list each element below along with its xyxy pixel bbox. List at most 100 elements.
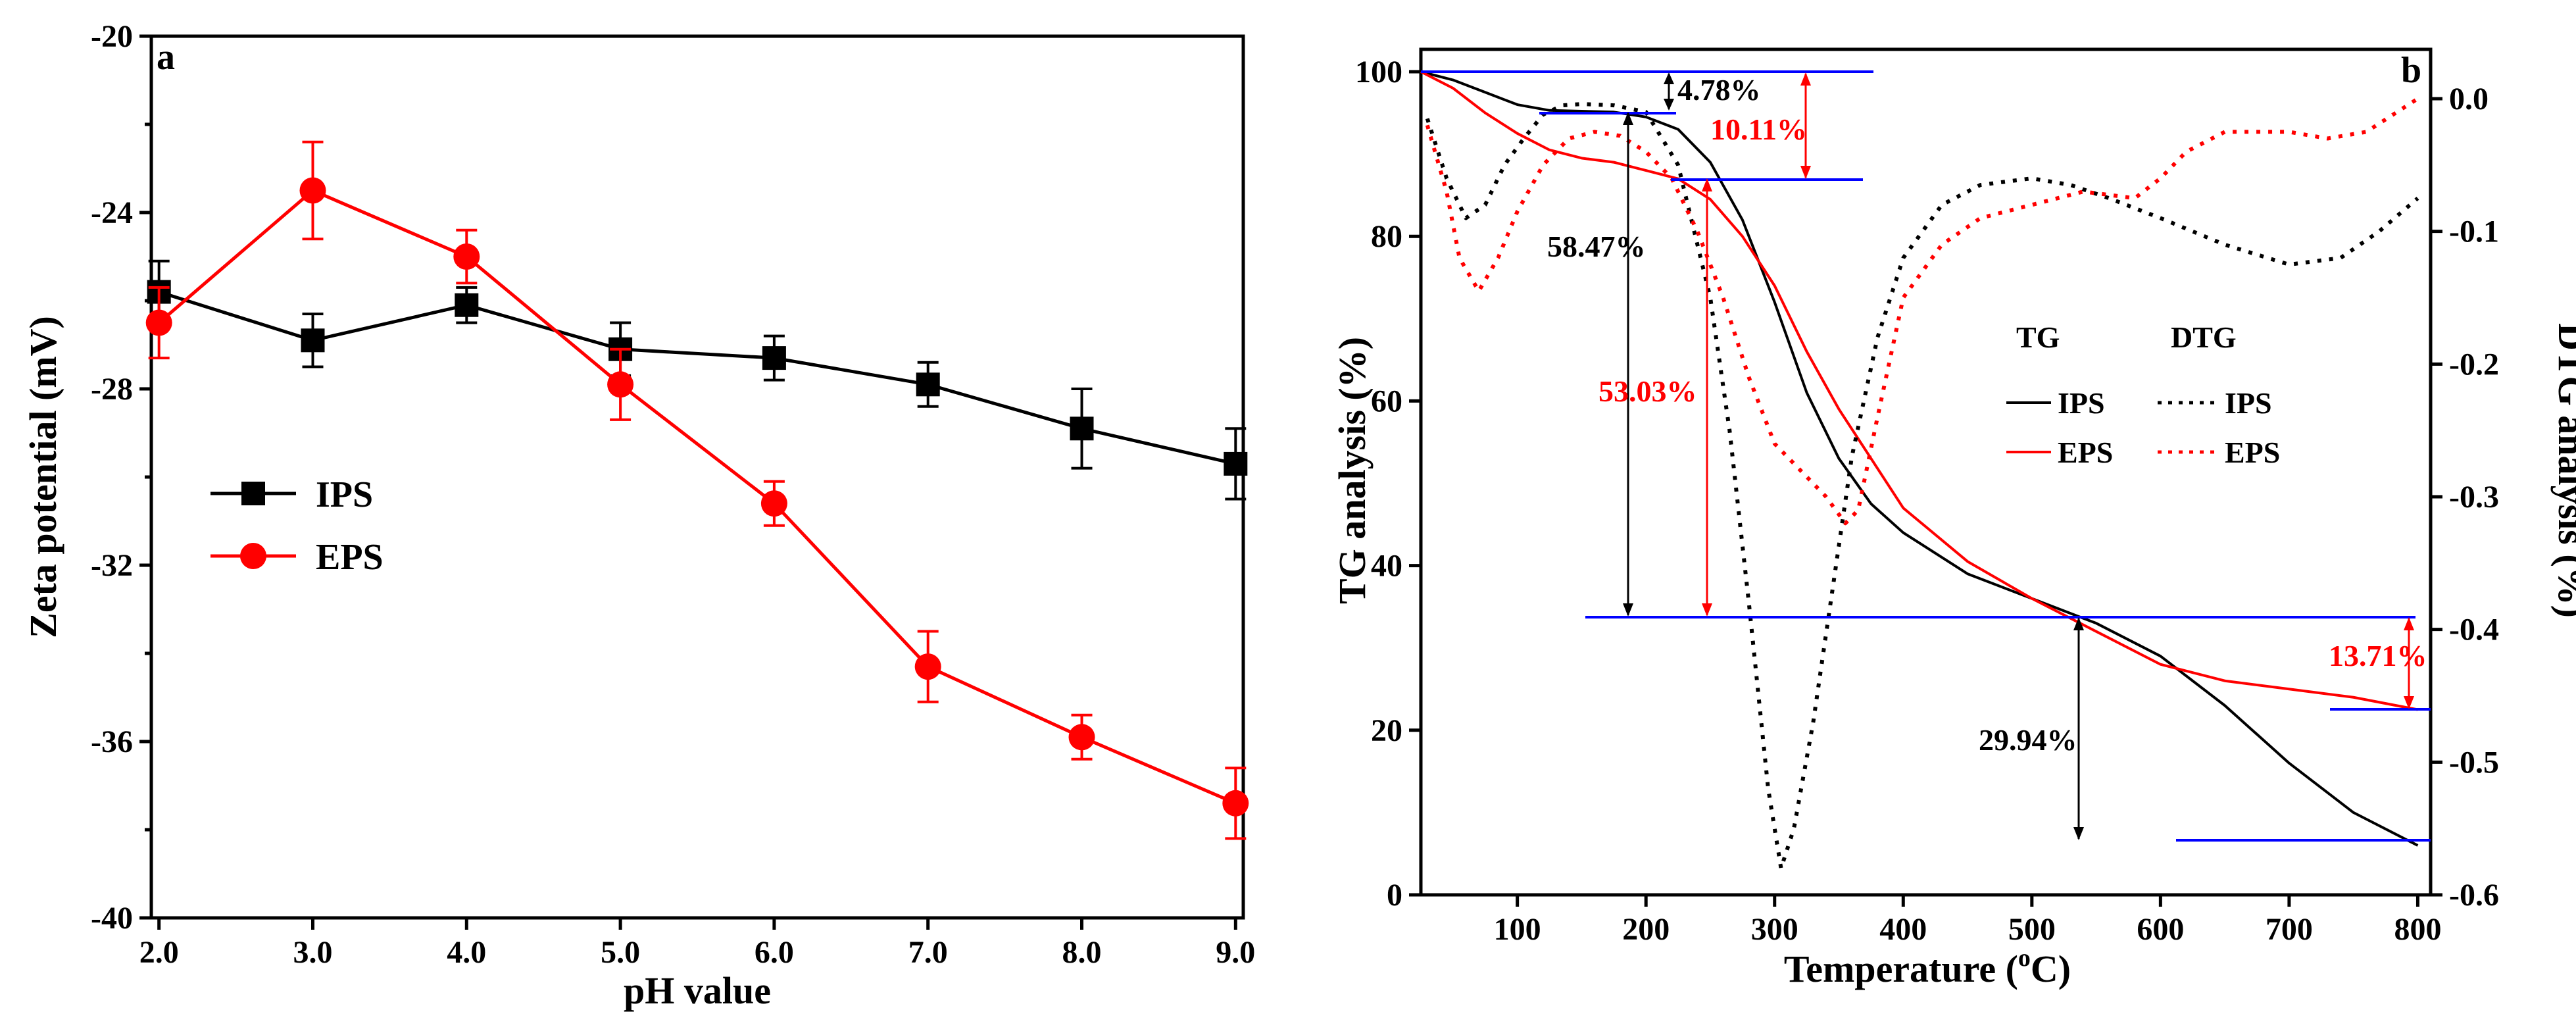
panel-b-guide-lines bbox=[1421, 70, 2431, 842]
data-point-eps bbox=[145, 309, 172, 336]
legend-eps-marker bbox=[240, 543, 266, 569]
panel-a-x-tick-label: 9.0 bbox=[1216, 935, 1255, 970]
data-point-eps bbox=[914, 653, 941, 680]
panel-b-annotation-arrows bbox=[1623, 72, 2414, 840]
data-point-ips bbox=[916, 372, 940, 397]
legend-dtg-ips-label: IPS bbox=[2225, 386, 2272, 420]
annotation-29-94: 29.94% bbox=[1979, 723, 2077, 757]
panel-b-y-tick-label: 20 bbox=[1371, 713, 1402, 748]
arrow-13-71-head-bottom bbox=[2404, 696, 2414, 709]
x-title-unit: C) bbox=[2031, 947, 2071, 990]
arrow-10-11-head-top bbox=[1800, 72, 1811, 86]
panel-b-x-axis-title: Temperature (oC) bbox=[1784, 944, 2071, 990]
data-point-eps bbox=[453, 243, 480, 270]
series-ips bbox=[147, 259, 1248, 501]
panel-b-right-y-tick-label: 0.0 bbox=[2449, 82, 2489, 116]
panel-a-x-axis: 2.0 3.0 4.0 5.0 6.0 7.0 8.0 9.0 bbox=[139, 918, 1255, 970]
panel-b-right-y-axis: -0.6 -0.5 -0.4 -0.3 -0.2 -0.1 0.0 bbox=[2431, 82, 2499, 913]
panel-b-thermal-analysis-chart: b 100 200 300 400 500 600 700 800 0 20 40 60 80 100 … bbox=[1331, 47, 2576, 990]
panel-a-x-tick-label: 3.0 bbox=[293, 935, 332, 970]
panel-a-x-tick-label: 2.0 bbox=[139, 935, 179, 970]
panel-a-y-tick-label: -40 bbox=[91, 901, 133, 936]
panel-a-y-axis: -40 -36 -32 -28 -24 -20 bbox=[91, 19, 151, 936]
panel-a-x-tick-label: 5.0 bbox=[601, 935, 640, 970]
arrow-58-47-head-bottom bbox=[1623, 603, 1633, 617]
panel-a-x-tick-label: 7.0 bbox=[908, 935, 948, 970]
legend-tg-eps-label: EPS bbox=[2058, 436, 2113, 469]
panel-b-y-tick-label: 60 bbox=[1371, 384, 1402, 418]
annotation-4-78: 4.78% bbox=[1677, 73, 1761, 107]
line-ips bbox=[158, 290, 1236, 466]
annotation-58-47: 58.47% bbox=[1547, 230, 1646, 263]
legend-ips-label: IPS bbox=[316, 474, 373, 515]
x-title-main: Temperature ( bbox=[1784, 947, 2018, 990]
legend-dtg-eps-label: EPS bbox=[2225, 436, 2280, 469]
arrow-29-94-head-top bbox=[2073, 617, 2084, 630]
panel-b-x-tick-label: 400 bbox=[1879, 912, 1927, 947]
legend-eps-label: EPS bbox=[316, 537, 384, 578]
data-point-eps bbox=[299, 177, 326, 204]
panel-b-right-y-tick-label: -0.3 bbox=[2449, 480, 2499, 515]
panel-b-right-y-tick-label: -0.5 bbox=[2449, 745, 2499, 780]
panel-a-y-tick-label: -20 bbox=[91, 19, 133, 54]
data-point-ips bbox=[762, 346, 786, 370]
annotation-13-71: 13.71% bbox=[2329, 639, 2427, 672]
panel-b-x-tick-label: 200 bbox=[1622, 912, 1670, 947]
arrow-4-78-head-top bbox=[1664, 72, 1674, 84]
data-point-eps bbox=[1222, 790, 1249, 817]
arrow-29-94-head-bottom bbox=[2073, 827, 2084, 840]
panel-a-y-tick-label: -36 bbox=[91, 724, 133, 759]
panel-b-x-tick-label: 600 bbox=[2137, 912, 2184, 947]
panel-a-x-axis-title: pH value bbox=[624, 969, 771, 1012]
panel-b-plot-frame bbox=[1419, 47, 2433, 897]
panel-b-right-y-tick-label: -0.1 bbox=[2449, 215, 2499, 249]
panel-a-plot-frame bbox=[149, 34, 1245, 920]
panel-a-legend: IPS EPS bbox=[211, 474, 384, 578]
data-point-eps bbox=[607, 371, 634, 398]
series-tg-ips bbox=[1420, 70, 2419, 847]
series-eps bbox=[145, 140, 1249, 840]
panel-a-y-tick-label: -28 bbox=[91, 372, 133, 407]
panel-a-label: a bbox=[157, 37, 175, 78]
panel-a-x-tick-label: 4.0 bbox=[447, 935, 486, 970]
legend-ips-marker bbox=[241, 482, 265, 505]
data-point-eps bbox=[760, 490, 787, 517]
arrow-53-03-head-bottom bbox=[1702, 603, 1712, 617]
series-tg-eps bbox=[1420, 70, 2418, 711]
panel-a-series bbox=[145, 140, 1249, 840]
data-point-eps bbox=[1068, 724, 1095, 751]
x-title-degree: o bbox=[2018, 944, 2031, 972]
series-dtg-ips bbox=[1425, 102, 2419, 871]
annotation-53-03: 53.03% bbox=[1598, 374, 1697, 408]
panel-b-series bbox=[1420, 70, 2419, 871]
panel-a-x-tick-label: 6.0 bbox=[755, 935, 794, 970]
legend-tg-ips-label: IPS bbox=[2058, 386, 2105, 420]
panel-b-right-y-axis-title: DTG analysis (%) bbox=[2550, 323, 2576, 618]
panel-b-left-y-axis: 0 20 40 60 80 100 bbox=[1355, 55, 1421, 913]
data-point-ips bbox=[301, 328, 325, 353]
panel-a-y-tick-label: -32 bbox=[91, 548, 133, 583]
series-dtg-eps bbox=[1425, 97, 2419, 526]
panel-b-right-y-tick-label: -0.6 bbox=[2449, 878, 2499, 913]
arrow-10-11-head-bottom bbox=[1800, 166, 1811, 179]
arrow-58-47-head-top bbox=[1623, 112, 1633, 125]
line-eps bbox=[158, 188, 1237, 805]
arrow-53-03-head-top bbox=[1702, 178, 1712, 191]
panel-b-x-tick-label: 700 bbox=[2266, 912, 2313, 947]
data-point-ips bbox=[1070, 417, 1094, 441]
panel-b-y-tick-label: 0 bbox=[1387, 878, 1402, 913]
panel-b-y-tick-label: 100 bbox=[1355, 55, 1402, 89]
legend-tg-title: TG bbox=[2016, 320, 2060, 354]
panel-b-right-y-tick-label: -0.4 bbox=[2449, 613, 2499, 647]
arrow-13-71-head-top bbox=[2404, 617, 2414, 630]
panel-b-label: b bbox=[2401, 50, 2421, 91]
panel-b-x-tick-label: 800 bbox=[2394, 912, 2441, 947]
panel-b-x-tick-label: 100 bbox=[1494, 912, 1541, 947]
panel-a-x-tick-label: 8.0 bbox=[1062, 935, 1102, 970]
panel-b-legend: TG DTG IPS EPS IPS EPS bbox=[2006, 320, 2280, 469]
panel-a-y-axis-title: Zeta potential (mV) bbox=[22, 316, 64, 638]
panel-b-x-axis: 100 200 300 400 500 600 700 800 bbox=[1494, 895, 2441, 947]
annotation-10-11: 10.11% bbox=[1710, 113, 1807, 146]
panel-b-right-y-tick-label: -0.2 bbox=[2449, 347, 2499, 382]
